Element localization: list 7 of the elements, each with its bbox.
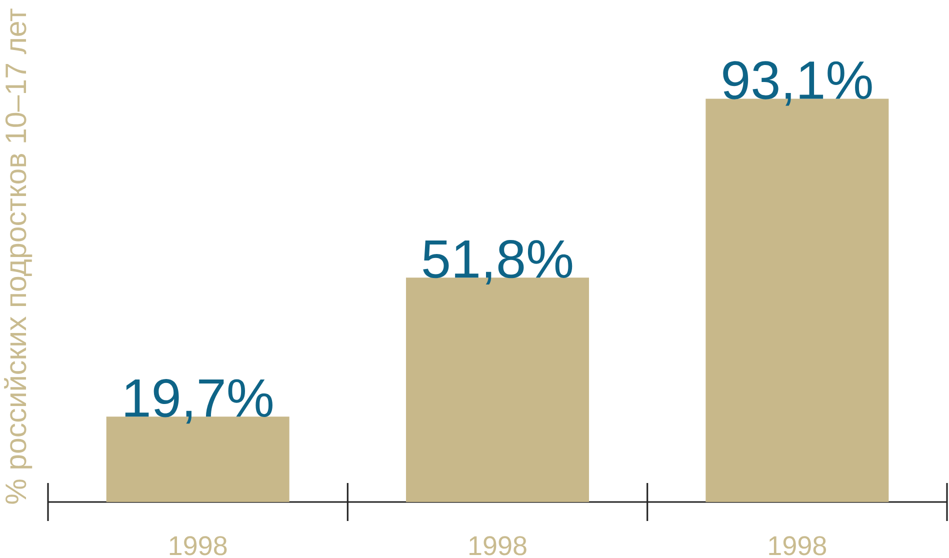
data-label: 51,8% xyxy=(423,240,572,285)
x-tick-label: 1998 xyxy=(470,536,526,556)
x-tick-label: 1998 xyxy=(170,536,227,556)
x-tick-label: 1998 xyxy=(769,536,826,556)
y-axis-title: % российских подростков 10–17 лет xyxy=(4,8,32,504)
data-label: 93,1% xyxy=(723,61,872,106)
data-label: 19,7% xyxy=(125,378,272,424)
